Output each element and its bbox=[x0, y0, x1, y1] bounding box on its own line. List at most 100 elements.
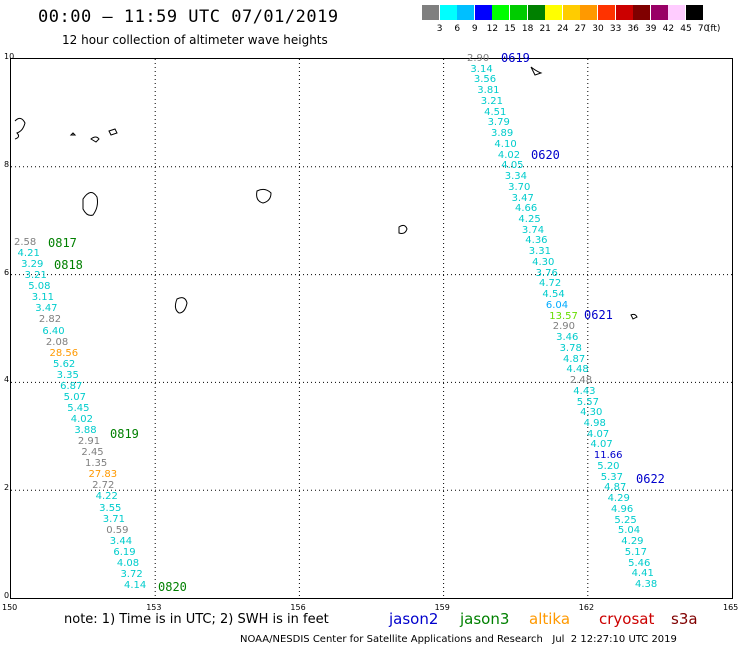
west-track-wave-height: 3.35 bbox=[56, 369, 79, 381]
east-track-wave-height: 5.37 bbox=[600, 471, 623, 483]
east-track-wave-height: 4.98 bbox=[583, 417, 606, 429]
latitude-tick-label: 10 bbox=[4, 52, 15, 61]
east-track-wave-height: 4.96 bbox=[611, 503, 634, 515]
island-outline bbox=[108, 128, 118, 136]
map-title: 00:00 — 11:59 UTC 07/01/2019 bbox=[38, 7, 339, 27]
west-track-wave-height: 5.08 bbox=[28, 281, 51, 293]
colorbar-cell bbox=[457, 5, 475, 20]
west-track-wave-height: 2.72 bbox=[92, 480, 115, 492]
colorbar-label: 45 bbox=[680, 24, 692, 34]
east-track-wave-height: 5.25 bbox=[614, 514, 637, 526]
colorbar-label: 27 bbox=[574, 24, 587, 34]
west-track-wave-height: 3.21 bbox=[24, 270, 47, 282]
colorbar-cell bbox=[492, 5, 510, 20]
island-outline bbox=[630, 313, 638, 320]
satellite-legend-altika: altika bbox=[529, 610, 571, 628]
colorbar-unit: (ft) bbox=[706, 24, 721, 34]
west-track-wave-height: 28.56 bbox=[49, 347, 79, 359]
east-track-wave-height: 5.17 bbox=[624, 546, 647, 558]
pass-time-label: 0619 bbox=[501, 51, 530, 65]
east-track-wave-height: 4.30 bbox=[580, 407, 603, 419]
west-track-wave-height: 27.83 bbox=[88, 469, 118, 481]
east-track-wave-height: 3.56 bbox=[473, 74, 497, 86]
east-track-wave-height: 3.81 bbox=[477, 85, 500, 97]
satellite-legend-jason2: jason2 bbox=[389, 610, 439, 628]
colorbar-label: 18 bbox=[521, 24, 534, 34]
west-track-wave-height: 3.11 bbox=[31, 292, 54, 304]
colorbar-label: 33 bbox=[609, 24, 622, 34]
west-track-wave-height: 0.59 bbox=[106, 524, 129, 536]
east-track-wave-height: 3.78 bbox=[559, 342, 582, 354]
east-track-wave-height: 2.48 bbox=[569, 375, 593, 387]
colorbar-label: 70 bbox=[697, 24, 710, 34]
colorbar-cell bbox=[510, 5, 527, 20]
island-outline bbox=[256, 188, 272, 204]
east-track-wave-height: 4.02 bbox=[497, 149, 521, 161]
east-track-wave-height: 4.72 bbox=[539, 278, 562, 290]
east-track-wave-height: 4.38 bbox=[635, 579, 658, 590]
east-track-wave-height: 5.04 bbox=[617, 525, 641, 537]
east-track-wave-height: 4.87 bbox=[604, 482, 627, 494]
west-track-wave-height: 2.45 bbox=[81, 447, 104, 459]
map-canvas bbox=[11, 59, 732, 598]
west-track-wave-height: 2.08 bbox=[45, 336, 69, 348]
east-track-wave-height: 4.07 bbox=[590, 439, 613, 451]
colorbar-cell bbox=[474, 5, 492, 20]
colorbar-label: 15 bbox=[504, 24, 516, 34]
east-track-wave-height: 3.31 bbox=[528, 246, 551, 258]
west-track-wave-height: 5.45 bbox=[67, 402, 90, 414]
island-outline bbox=[174, 297, 188, 314]
east-track-wave-height: 2.90 bbox=[552, 321, 575, 333]
east-track-wave-height: 5.46 bbox=[628, 557, 651, 569]
east-track-wave-height: 5.20 bbox=[597, 460, 620, 472]
pass-time-label: 0622 bbox=[636, 472, 665, 486]
footnote: note: 1) Time is in UTC; 2) SWH is in fe… bbox=[64, 612, 329, 627]
map-frame bbox=[10, 58, 733, 599]
west-track-wave-height: 6.40 bbox=[42, 325, 65, 337]
pass-time-label: 0620 bbox=[531, 148, 560, 162]
latitude-tick-label: 2 bbox=[4, 483, 10, 493]
latitude-tick-label: 4 bbox=[4, 375, 10, 385]
colorbar-cell bbox=[562, 5, 580, 20]
island-outline bbox=[82, 192, 98, 216]
colorbar-cell bbox=[598, 5, 615, 20]
east-track-wave-height: 4.41 bbox=[631, 568, 654, 580]
west-track-wave-height: 3.71 bbox=[102, 513, 125, 525]
colorbar-cell bbox=[422, 5, 439, 20]
latitude-tick-label: 6 bbox=[4, 267, 10, 277]
west-track-wave-height: 2.91 bbox=[77, 436, 101, 448]
island-outline bbox=[14, 117, 26, 140]
east-track-wave-height: 13.57 bbox=[549, 310, 578, 322]
east-track-wave-height: 4.29 bbox=[621, 536, 644, 548]
east-track-wave-height: 4.51 bbox=[484, 106, 507, 118]
east-track-wave-height: 3.47 bbox=[511, 192, 534, 204]
east-track-wave-height: 2.90 bbox=[467, 53, 490, 64]
colorbar-label: 12 bbox=[486, 24, 499, 34]
colorbar-label: 6 bbox=[454, 24, 461, 34]
island-outline bbox=[69, 132, 77, 136]
east-track-wave-height: 3.21 bbox=[480, 95, 503, 107]
colorbar-label: 39 bbox=[645, 24, 657, 34]
satellite-legend-s3a: s3a bbox=[671, 610, 698, 628]
colorbar-label: 24 bbox=[557, 24, 569, 34]
island-outline bbox=[398, 224, 408, 234]
west-track-wave-height: 4.08 bbox=[116, 557, 140, 569]
colorbar-cell bbox=[615, 5, 633, 20]
island-outline bbox=[530, 66, 543, 76]
east-track-wave-height: 5.57 bbox=[576, 396, 599, 408]
west-track-wave-height: 5.07 bbox=[63, 391, 86, 403]
longitude-tick-label: 165 bbox=[723, 603, 739, 612]
west-track-wave-height: 6.19 bbox=[113, 546, 136, 558]
colorbar-label: 30 bbox=[592, 24, 604, 34]
island-outline bbox=[90, 136, 100, 143]
east-track-wave-height: 3.70 bbox=[508, 181, 531, 193]
west-track-wave-height: 3.29 bbox=[21, 259, 44, 271]
west-track-wave-height: 6.87 bbox=[60, 380, 83, 392]
east-track-wave-height: 3.14 bbox=[470, 63, 493, 75]
map-subtitle: 12 hour collection of altimeter wave hei… bbox=[62, 33, 328, 47]
credit-line: NOAA/NESDIS Center for Satellite Applica… bbox=[240, 634, 677, 645]
west-track-wave-height: 2.82 bbox=[38, 314, 62, 326]
colorbar-label: 21 bbox=[539, 24, 551, 34]
colorbar-cell bbox=[545, 5, 563, 20]
east-track-wave-height: 3.74 bbox=[521, 224, 545, 236]
